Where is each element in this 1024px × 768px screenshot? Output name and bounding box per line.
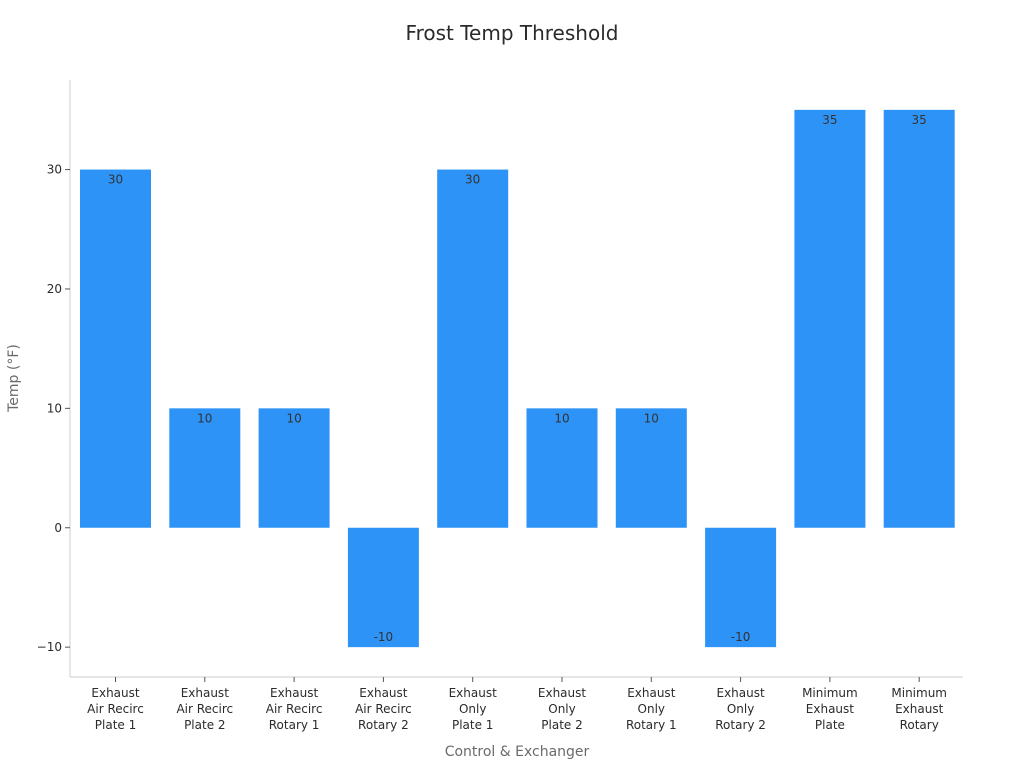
- bar-data-label: -10: [731, 630, 751, 644]
- bar-data-label: 10: [644, 411, 659, 425]
- bar-data-label: 10: [286, 411, 301, 425]
- y-tick-label: 20: [47, 282, 62, 296]
- bar-data-label: 30: [108, 173, 123, 187]
- x-tick-label: Exhaust Only Plate 2: [538, 686, 587, 732]
- y-tick-label: 0: [54, 521, 62, 535]
- bar-data-label: 35: [912, 113, 927, 127]
- x-tick-label: Exhaust Only Rotary 1: [626, 686, 677, 732]
- bar: [705, 527, 777, 648]
- x-tick-label: Exhaust Only Plate 1: [449, 686, 498, 732]
- y-tick-label: 10: [47, 401, 62, 415]
- bars-group: 30 10 10 -10 30 10 10 -10 35 35: [80, 109, 955, 648]
- bar-data-label: 10: [197, 411, 212, 425]
- bar: [437, 169, 509, 528]
- bar-data-label: 30: [465, 173, 480, 187]
- y-axis-title: Temp (°F): [6, 344, 22, 413]
- chart-title: Frost Temp Threshold: [406, 21, 619, 45]
- y-tick-label: −10: [37, 640, 62, 654]
- bar: [169, 408, 241, 528]
- y-tick-label: 30: [47, 163, 62, 177]
- bar: [526, 408, 598, 528]
- x-tick-label: Exhaust Only Rotary 2: [715, 686, 766, 732]
- bar: [615, 408, 687, 528]
- x-tick-label: Exhaust Air Recirc Plate 1: [87, 686, 144, 732]
- x-tick-label: Exhaust Air Recirc Plate 2: [176, 686, 233, 732]
- x-axis-title: Control & Exchanger: [445, 744, 590, 760]
- bar-data-label: 35: [822, 113, 837, 127]
- bar: [347, 527, 419, 648]
- bar: [80, 169, 151, 528]
- x-tick-label: Minimum Exhaust Plate: [802, 686, 858, 732]
- bar: [883, 109, 955, 528]
- bar-data-label: 10: [554, 411, 569, 425]
- x-tick-label: Exhaust Air Recirc Rotary 1: [266, 686, 323, 732]
- bar-data-label: -10: [374, 630, 394, 644]
- y-axis-ticks: −10 0 10 20 30: [37, 163, 70, 654]
- bar: [794, 109, 866, 528]
- x-tick-label: Minimum Exhaust Rotary: [891, 686, 947, 732]
- x-tick-label: Exhaust Air Recirc Rotary 2: [355, 686, 412, 732]
- bar: [258, 408, 330, 528]
- x-axis-ticks: Exhaust Air Recirc Plate 1 Exhaust Air Recir…: [87, 677, 947, 732]
